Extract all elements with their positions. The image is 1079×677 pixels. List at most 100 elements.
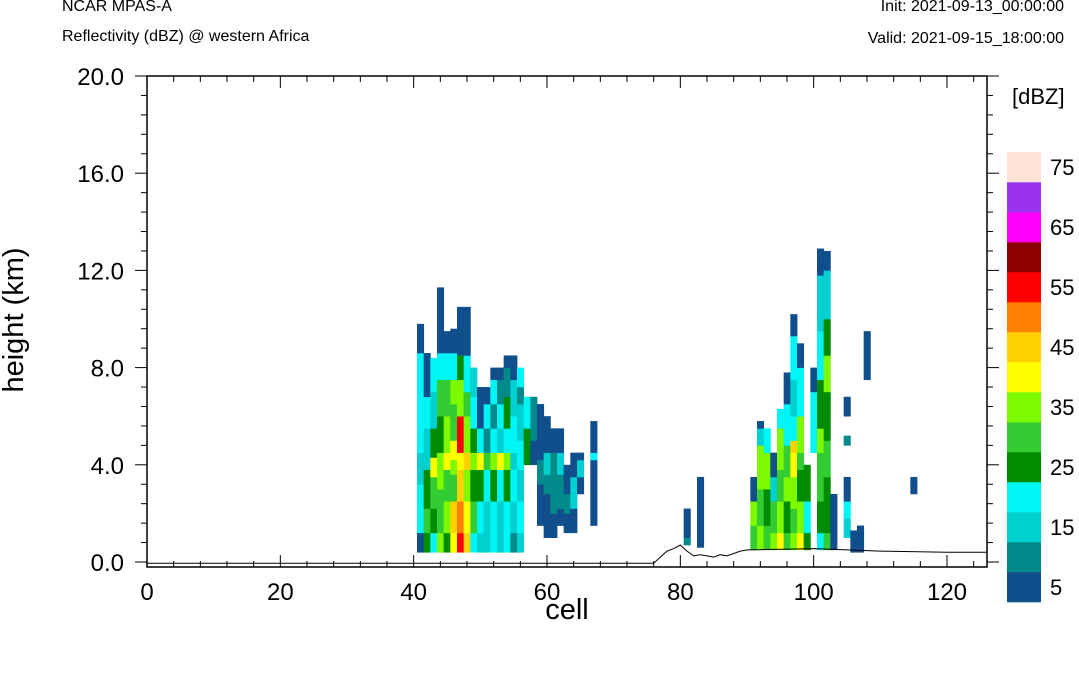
reflectivity-cell [503,428,511,453]
reflectivity-cell [517,367,525,388]
reflectivity-cell [550,513,558,538]
reflectivity-cell [503,355,511,368]
colorbar-swatch [1007,152,1041,183]
reflectivity-cell [790,416,798,441]
reflectivity-cell [503,501,511,553]
reflectivity-cell [457,416,465,453]
reflectivity-cell [817,428,825,453]
reflectivity-cell [503,396,511,429]
reflectivity-cell [450,532,458,553]
reflectivity-cell [517,532,525,553]
chart-subtitle: Reflectivity (dBZ) @ western Africa [62,28,310,45]
reflectivity-cell [757,428,765,446]
reflectivity-cell [457,379,465,417]
axis-ticks [135,75,999,567]
y-tick-label: 8.0 [91,356,124,383]
reflectivity-cell [790,508,798,534]
colorbar-swatch [1007,362,1041,393]
reflectivity-cell [570,508,578,534]
reflectivity-cell [563,464,571,495]
reflectivity-cell [490,404,498,429]
reflectivity-cell [443,353,451,381]
reflectivity-cell [457,355,465,381]
y-tick-label: 16.0 [77,161,124,188]
reflectivity-cell [497,367,505,381]
reflectivity-cell [523,396,531,429]
reflectivity-cell [537,484,545,526]
reflectivity-cell [463,306,471,356]
colorbar-label: 55 [1050,275,1074,300]
reflectivity-cell [563,513,571,534]
y-axis-title: height (km) [0,247,30,392]
reflectivity-cell [423,396,431,429]
reflectivity-cell [750,476,758,502]
reflectivity-cell [470,396,478,429]
reflectivity-cell [550,452,558,470]
reflectivity-cell [570,452,578,478]
reflectivity-cell [457,501,465,534]
reflectivity-cell [450,440,458,461]
reflectivity-cell [757,525,765,551]
reflectivity-cell [457,452,465,470]
colorbar-label: 15 [1050,515,1074,540]
reflectivity-cell [817,275,825,332]
reflectivity-cell [797,532,805,551]
reflectivity-cell [823,270,831,320]
reflectivity-cell [763,452,771,490]
reflectivity-cell [763,428,771,453]
colorbar-swatch [1007,242,1041,273]
reflectivity-cell [570,476,578,509]
reflectivity-cell [497,428,505,453]
reflectivity-cell [443,501,451,534]
reflectivity-cell [803,464,811,502]
reflectivity-cell [790,314,798,337]
reflectivity-cell [783,445,791,478]
reflectivity-cell [557,452,565,475]
colorbar-swatch [1007,482,1041,513]
reflectivity-cell [443,532,451,553]
y-tick-label: 4.0 [91,453,124,480]
x-tick-label: 60 [534,579,561,606]
reflectivity-cell [437,353,445,381]
reflectivity-cell [537,404,545,429]
reflectivity-cell [497,501,505,553]
reflectivity-cell [417,532,425,553]
reflectivity-cell [783,404,791,446]
terrain-polyline [147,544,987,564]
reflectivity-cell [497,452,505,470]
colorbar-swatch [1007,212,1041,243]
reflectivity-cell [510,452,518,470]
reflectivity-cell [797,501,805,534]
reflectivity-cell [470,532,478,553]
reflectivity-cell [443,469,451,502]
reflectivity-cell [750,525,758,551]
reflectivity-cell [777,428,785,470]
reflectivity-cell [817,452,825,502]
reflectivity-cell [817,379,825,429]
x-tick-label: 40 [400,579,427,606]
reflectivity-cell [797,343,805,368]
colorbar-label: 75 [1050,155,1074,180]
reflectivity-cell [537,428,545,461]
reflectivity-cell [450,404,458,441]
reflectivity-cell [823,476,831,534]
reflectivity-cell [477,532,485,553]
reflectivity-cell [590,421,598,453]
reflectivity-cell [443,452,451,470]
reflectivity-cell [477,469,485,502]
reflectivity-cells [417,248,918,553]
reflectivity-cell [477,501,485,534]
reflectivity-cell [503,452,511,470]
reflectivity-cell [450,328,458,354]
reflectivity-cell [430,476,438,509]
colorbar-label: 45 [1050,335,1074,360]
reflectivity-cell [857,525,865,553]
reflectivity-cell [457,469,465,502]
reflectivity-cell [423,532,431,553]
reflectivity-cell [430,457,438,478]
reflectivity-cell [777,501,785,534]
reflectivity-cell [437,287,445,354]
colorbar-units: [dBZ] [1012,84,1065,109]
reflectivity-cell [557,508,565,526]
y-tick-label: 0.0 [91,550,124,577]
